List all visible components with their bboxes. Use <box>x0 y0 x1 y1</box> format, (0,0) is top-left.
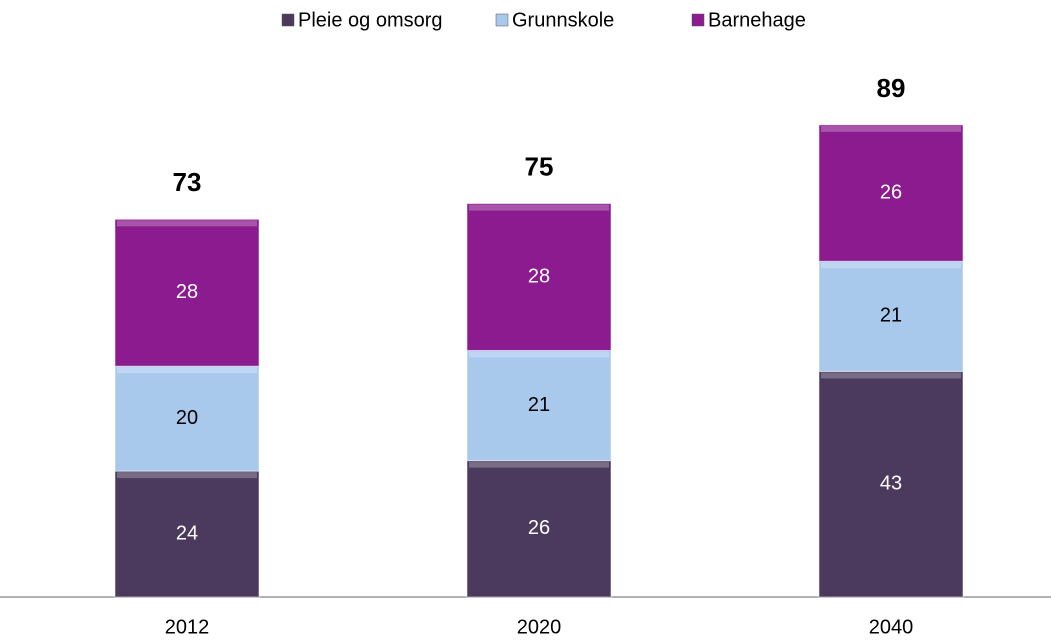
segment-label: 24 <box>176 522 198 544</box>
bar-highlight <box>117 367 257 374</box>
bar-segment <box>818 260 964 372</box>
legend-swatch <box>281 13 295 27</box>
segment-label: 21 <box>880 305 902 327</box>
segment-label: 28 <box>176 281 198 303</box>
bar-segment <box>818 124 964 262</box>
total-label: 73 <box>173 167 202 197</box>
bar-segment <box>466 349 612 462</box>
bar-segment <box>466 203 612 351</box>
legend-label: Barnehage <box>708 9 806 31</box>
bar-segment <box>818 370 964 598</box>
total-label: 75 <box>525 151 554 181</box>
bar-highlight <box>469 351 609 358</box>
bar-highlight <box>469 204 609 211</box>
bar-highlight <box>821 125 961 132</box>
bar-segment <box>114 365 260 472</box>
bar-highlight <box>117 220 257 227</box>
segment-label: 20 <box>176 407 198 429</box>
legend-swatch <box>495 13 509 27</box>
segment-label: 21 <box>528 394 550 416</box>
legend-swatch <box>691 13 705 27</box>
total-label: 89 <box>877 73 906 103</box>
bar-highlight <box>821 262 961 269</box>
bar-segment <box>114 470 260 598</box>
bar-segment <box>466 460 612 598</box>
x-tick-label: 2020 <box>517 616 562 638</box>
x-tick-label: 2040 <box>869 616 914 638</box>
segment-label: 26 <box>880 181 902 203</box>
legend-label: Grunnskole <box>512 9 614 31</box>
segment-label: 28 <box>528 265 550 287</box>
bar-segment <box>114 218 260 367</box>
segment-label: 43 <box>880 473 902 495</box>
x-tick-label: 2012 <box>165 616 210 638</box>
segment-label: 26 <box>528 517 550 539</box>
bar-highlight <box>821 372 961 379</box>
bar-highlight <box>469 461 609 468</box>
legend-label: Pleie og omsorg <box>298 9 443 31</box>
bar-highlight <box>117 472 257 479</box>
